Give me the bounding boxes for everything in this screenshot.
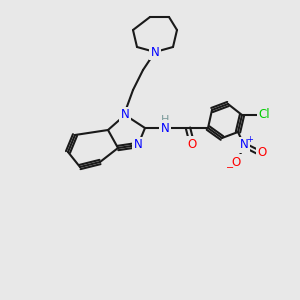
Text: +: +: [247, 134, 254, 143]
Text: N: N: [151, 46, 159, 59]
Text: O: O: [188, 137, 196, 151]
Text: Cl: Cl: [258, 109, 270, 122]
Text: H: H: [161, 115, 169, 125]
Text: O: O: [231, 155, 241, 169]
Text: N: N: [121, 109, 129, 122]
Text: N: N: [240, 139, 248, 152]
Text: −: −: [226, 163, 234, 173]
Text: N: N: [134, 139, 142, 152]
Text: O: O: [257, 146, 267, 158]
Text: N: N: [160, 122, 169, 134]
